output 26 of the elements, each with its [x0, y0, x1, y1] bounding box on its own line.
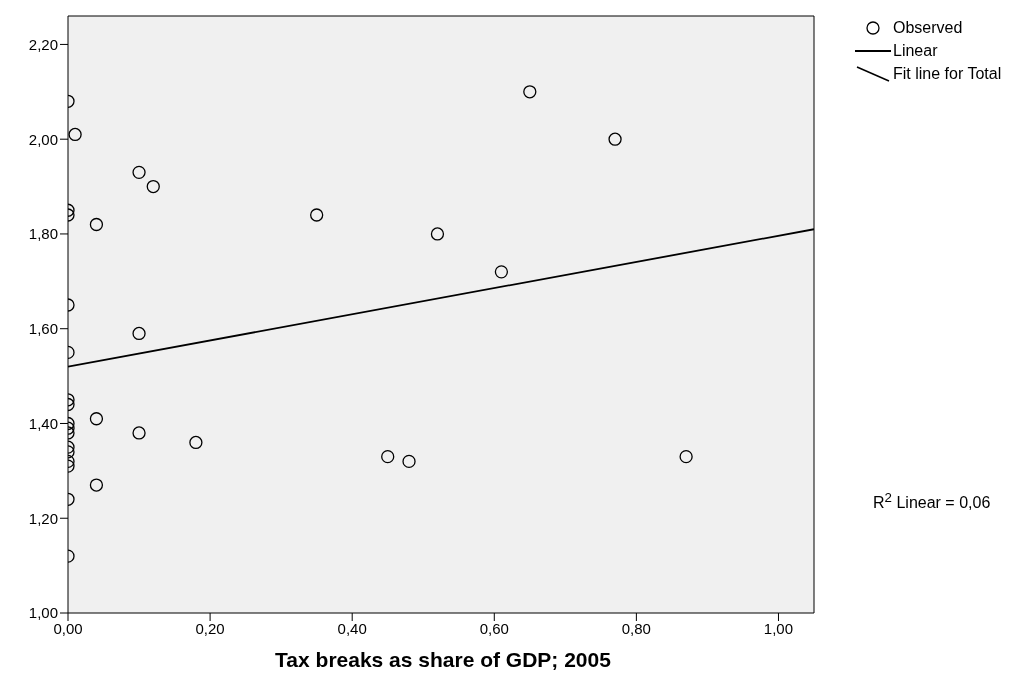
point — [608, 132, 622, 146]
legend-label: Linear — [893, 41, 938, 61]
x-tick-label: 0,40 — [337, 619, 367, 637]
y-tick-label: 1,80 — [28, 225, 58, 243]
point — [402, 454, 416, 469]
x-tick-label: 0,00 — [53, 619, 83, 637]
text: R$^{2}$ Linear = 0,06 — [873, 490, 991, 513]
x-tick-label: 1,00 — [763, 619, 794, 637]
legend-label: Observed — [893, 18, 963, 38]
y-tick-label: 1,60 — [28, 320, 58, 338]
point — [494, 265, 509, 279]
point — [310, 208, 324, 222]
y-tick-label: 2,20 — [28, 35, 58, 53]
point — [430, 227, 445, 241]
x-tick-label: 0,60 — [479, 619, 509, 637]
x-tick-label: 0,20 — [195, 619, 225, 637]
text: Fit line for Total — [893, 64, 1002, 84]
y-tick-label: 1,20 — [28, 509, 58, 527]
x-axis-title: Tax breaks as share of GDP; 2005 — [274, 648, 612, 672]
point — [679, 449, 693, 464]
point — [523, 85, 537, 99]
x-tick-label: 0,80 — [621, 619, 651, 637]
y-tick-label: 1,00 — [28, 604, 58, 622]
y-tick-label: 1,40 — [28, 414, 58, 432]
point — [381, 449, 395, 464]
y-tick-label: 2,00 — [28, 130, 58, 148]
